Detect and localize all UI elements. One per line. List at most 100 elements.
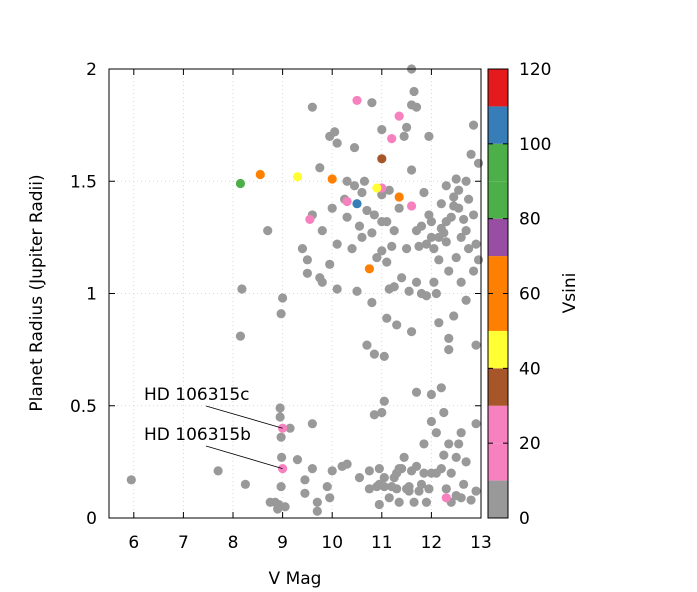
data-point [444,439,454,449]
data-point [461,176,471,186]
data-point [240,479,250,489]
data-point [387,133,397,144]
data-point [473,158,484,168]
data-point [399,452,409,462]
data-point [456,232,466,242]
colorbar-segment [488,443,508,481]
data-point [382,313,392,323]
data-point [374,499,384,510]
data-point [364,484,374,494]
data-point [461,226,471,236]
y-tick-label: 2 [86,60,97,80]
y-axis-ticks: 0 0.5 1 1.5 2 [70,60,481,529]
data-point [416,479,427,489]
data-point [362,340,372,350]
data-point [280,502,290,512]
data-point [404,486,414,496]
data-point [213,466,223,476]
colorbar-tick-label: 40 [519,359,541,379]
data-point [372,183,382,193]
data-point [424,131,434,141]
data-point [330,127,340,137]
data-point [307,102,317,112]
colorbar-tick-label: 20 [519,434,541,454]
data-point [367,228,377,238]
data-point [377,407,387,418]
data-point [441,237,451,247]
data-point [421,239,432,249]
data-point [349,142,360,153]
data-point [459,214,469,225]
data-point [277,452,287,462]
data-point [434,232,444,242]
data-point [414,241,424,251]
colorbar-tick-label: 60 [519,285,541,305]
data-point [342,196,352,207]
data-point [436,464,446,474]
data-point [397,273,407,283]
data-point [276,481,286,492]
data-point [352,95,362,106]
data-point [357,187,367,198]
data-point [364,264,374,274]
data-point [382,257,392,267]
annotations: HD 106315c HD 106315b [144,385,283,469]
data-point [392,320,402,330]
data-point [449,311,459,321]
data-point [322,481,332,492]
colorbar: 0 20 40 60 80 100 120 [487,60,551,529]
data-point [451,452,461,462]
data-point [297,244,308,254]
data-point [276,432,286,442]
data-point [471,239,481,249]
data-point [411,461,422,471]
data-point [352,199,362,209]
data-point [394,192,404,202]
data-point [466,495,476,505]
data-point [429,277,439,287]
x-axis-ticks: 6 7 8 9 10 11 12 13 [128,69,492,553]
annotation-leader [205,405,283,429]
colorbar-tick-label: 80 [519,210,541,230]
data-point [389,282,399,292]
data-point [456,428,466,438]
annotation-label: HD 106315b [144,425,251,445]
data-point [392,484,402,494]
data-point [459,479,469,489]
data-point [434,255,444,265]
data-point [402,122,412,132]
data-point [451,490,461,501]
data-point [406,201,417,211]
data-point [419,439,429,449]
y-tick-label: 0 [86,509,97,529]
data-point [406,165,417,175]
data-point [394,203,404,213]
data-point [468,266,479,276]
data-point [325,493,335,503]
data-point [312,506,322,516]
data-point [332,138,342,148]
data-point [434,318,444,328]
data-point [302,268,312,278]
data-point [379,481,389,492]
data-point [411,387,422,397]
data-point [454,203,464,213]
data-point [419,187,429,198]
data-point [406,327,417,337]
data-point [379,396,389,406]
data-point [421,291,432,301]
data-point [367,297,377,308]
colorbar-segment [488,480,508,518]
data-point [349,181,360,191]
data-point [454,185,464,195]
data-point [426,416,436,427]
data-point [431,288,441,299]
data-point [436,199,446,209]
colorbar-segment [488,256,508,294]
colorbar-segment [488,69,508,107]
data-point [389,472,399,483]
data-point [411,277,422,287]
data-point [369,410,379,420]
y-axis-label: Planet Radius (Jupiter Radii) [27,174,47,411]
data-point [444,345,454,355]
